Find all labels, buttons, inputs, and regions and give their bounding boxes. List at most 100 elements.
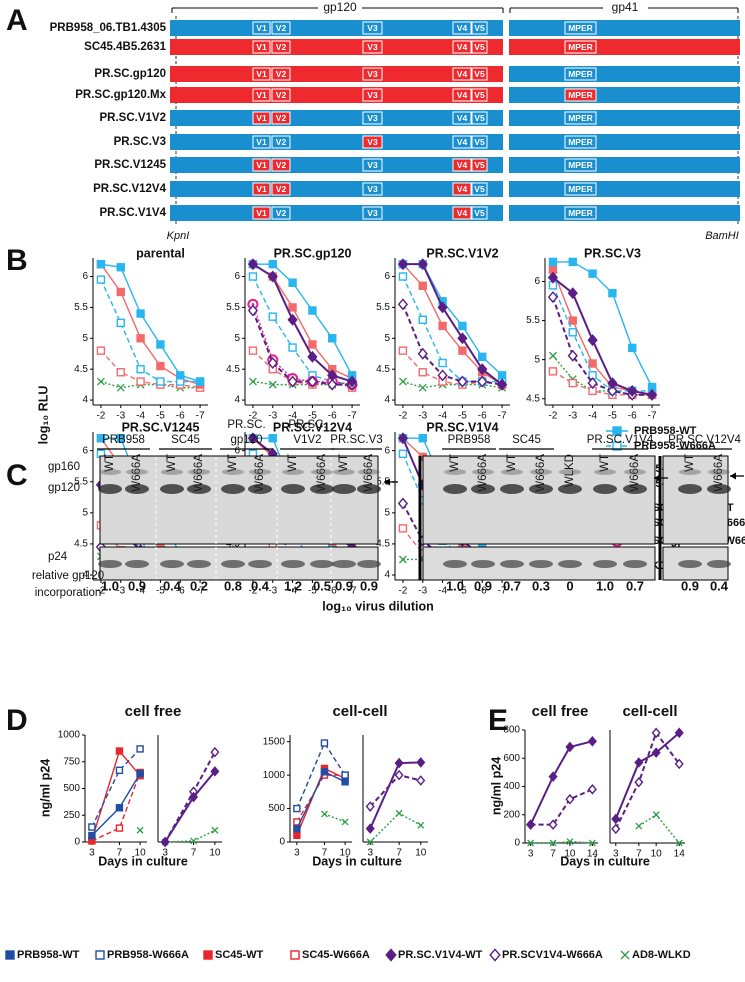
construct-name: PR.SC.V1245	[94, 159, 166, 171]
x-tick-label: 7	[322, 848, 328, 859]
marker-square	[497, 371, 507, 380]
marker	[627, 384, 638, 397]
incorporation-value: 1.0	[101, 578, 119, 593]
blot-top	[662, 455, 729, 545]
marker	[268, 380, 277, 389]
domain-box	[471, 182, 488, 196]
marker	[327, 369, 338, 382]
marker-x	[527, 839, 535, 847]
marker	[394, 757, 404, 769]
arrow-head	[654, 474, 660, 482]
p24-band	[98, 560, 122, 568]
series-line	[252, 304, 353, 386]
domain-label: V4	[457, 90, 468, 100]
marker	[478, 352, 487, 362]
marker-square	[248, 346, 258, 355]
series-line	[614, 732, 680, 820]
marker-diamond	[567, 349, 578, 362]
marker	[287, 375, 298, 388]
marker-diamond	[651, 727, 661, 739]
marker-square	[116, 287, 125, 297]
marker	[293, 804, 301, 813]
marker	[365, 823, 375, 834]
marker	[136, 364, 145, 374]
domain-box	[564, 88, 597, 102]
domain-box	[252, 135, 271, 149]
marker-x	[268, 380, 277, 389]
x-tick-label: -6	[478, 586, 487, 597]
domain-box	[452, 67, 472, 81]
domain-label: MPER	[568, 184, 593, 194]
lane-label: WT	[449, 454, 461, 472]
y-tick-label: 4.5	[376, 539, 390, 550]
y-tick-label: 6	[384, 445, 390, 456]
x-tick-label: 3	[528, 849, 534, 860]
marker-square	[156, 361, 165, 371]
marker	[116, 434, 125, 443]
x-tick-label: 10	[340, 848, 352, 859]
marker	[568, 316, 577, 325]
y-tick-label: 5	[82, 507, 88, 518]
x-tick-label: -7	[498, 411, 507, 422]
y-tick-label: 6	[534, 276, 540, 287]
marker-square	[293, 831, 301, 840]
series-line	[91, 772, 141, 842]
series-line	[369, 761, 421, 830]
marker	[438, 358, 447, 368]
marker	[398, 272, 408, 281]
lane-label: WT	[287, 454, 299, 472]
marker	[620, 950, 630, 960]
marker-x	[395, 809, 403, 817]
marker-square	[268, 259, 277, 269]
y-tick-label: 6	[234, 445, 240, 456]
x-tick-label: -3	[418, 586, 427, 597]
marker	[136, 826, 144, 834]
marker	[417, 258, 428, 271]
marker-diamond	[607, 384, 618, 397]
marker-diamond	[346, 375, 358, 388]
marker	[398, 524, 408, 533]
blot-row-label: incorporation	[35, 587, 101, 599]
panel-label: E	[488, 704, 508, 737]
x-tick-label: 3	[89, 848, 95, 859]
marker	[547, 291, 559, 304]
x-tick-label: -2	[96, 411, 105, 422]
group-label: PR.SC.V1V4	[587, 434, 654, 446]
domain-label: MPER	[568, 208, 593, 218]
gp160-band	[222, 469, 244, 475]
x-tick-label: -2	[548, 411, 557, 422]
x-tick-label: 14	[674, 849, 686, 860]
y-tick-label: 4.5	[376, 364, 390, 375]
domain-label: V1	[256, 113, 267, 123]
y-tick-label: 250	[63, 810, 80, 821]
lane-label: W666A	[131, 454, 143, 492]
marker	[587, 736, 597, 747]
series-line	[164, 770, 216, 843]
marker-square	[341, 771, 349, 779]
marker-diamond	[587, 377, 598, 390]
marker	[307, 375, 318, 388]
marker	[116, 383, 125, 392]
lane-label: WT	[599, 454, 611, 472]
gp160-band	[444, 469, 466, 475]
domain-box	[252, 158, 271, 172]
domain-label: V2	[276, 69, 287, 79]
marker-diamond	[565, 741, 575, 753]
marker-square	[418, 315, 427, 324]
marker	[327, 378, 338, 391]
marker	[293, 824, 301, 833]
marker	[320, 810, 328, 818]
marker	[548, 257, 558, 267]
marker-diamond	[307, 350, 318, 363]
blot-top	[99, 455, 379, 545]
y-axis-label: ng/ml p24	[489, 757, 503, 815]
marker	[418, 281, 427, 290]
gp41-segment	[509, 20, 740, 36]
lane-label: W666A	[477, 454, 489, 492]
domain-label: MPER	[568, 90, 593, 100]
marker-x	[620, 950, 630, 960]
gp160-band	[188, 469, 210, 475]
gp160-band	[530, 469, 552, 475]
marker-square	[293, 804, 301, 813]
marker	[607, 377, 618, 390]
